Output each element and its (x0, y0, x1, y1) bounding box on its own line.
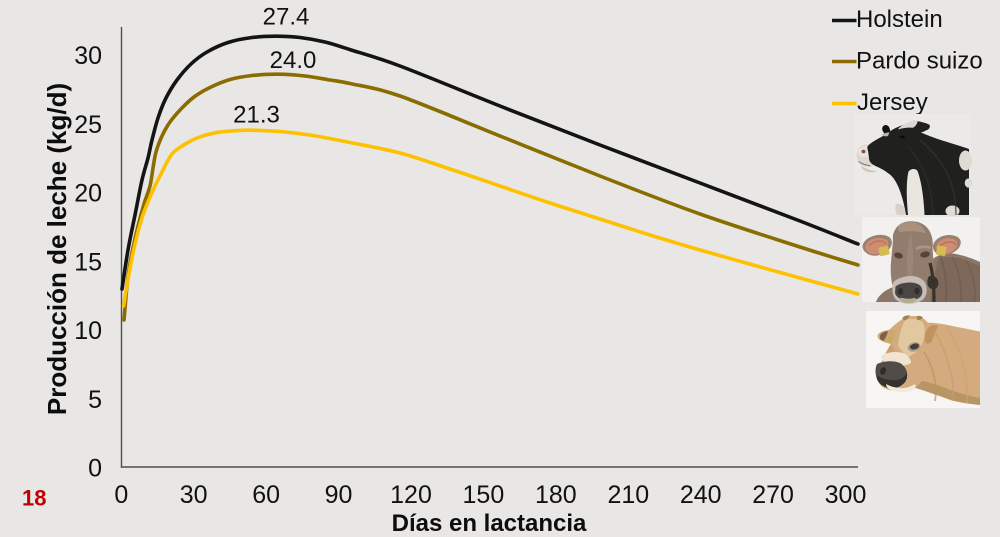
svg-text:30: 30 (180, 481, 208, 509)
svg-text:Producción de leche (kg/d): Producción de leche (kg/d) (42, 83, 72, 415)
svg-text:0: 0 (88, 455, 102, 483)
svg-text:21.3: 21.3 (233, 102, 280, 129)
svg-text:Días en lactancia: Días en lactancia (392, 510, 587, 537)
svg-text:60: 60 (252, 481, 280, 509)
svg-text:300: 300 (825, 481, 867, 509)
svg-text:24.0: 24.0 (270, 47, 317, 74)
svg-text:15: 15 (74, 248, 102, 276)
svg-text:30: 30 (74, 42, 102, 70)
svg-text:240: 240 (680, 481, 722, 509)
svg-text:0: 0 (114, 481, 128, 509)
svg-text:270: 270 (752, 481, 794, 509)
svg-text:210: 210 (607, 481, 649, 509)
svg-text:25: 25 (74, 111, 102, 139)
svg-text:27.4: 27.4 (263, 4, 310, 31)
svg-text:90: 90 (325, 481, 353, 509)
svg-text:Pardo suizo: Pardo suizo (856, 48, 983, 75)
svg-text:18: 18 (22, 486, 46, 511)
svg-text:Holstein: Holstein (856, 6, 943, 33)
svg-text:150: 150 (463, 481, 505, 509)
svg-text:Jersey: Jersey (857, 89, 928, 116)
svg-text:10: 10 (74, 317, 102, 345)
svg-text:120: 120 (390, 481, 432, 509)
svg-text:5: 5 (88, 386, 102, 414)
svg-text:180: 180 (535, 481, 577, 509)
svg-text:20: 20 (74, 180, 102, 208)
